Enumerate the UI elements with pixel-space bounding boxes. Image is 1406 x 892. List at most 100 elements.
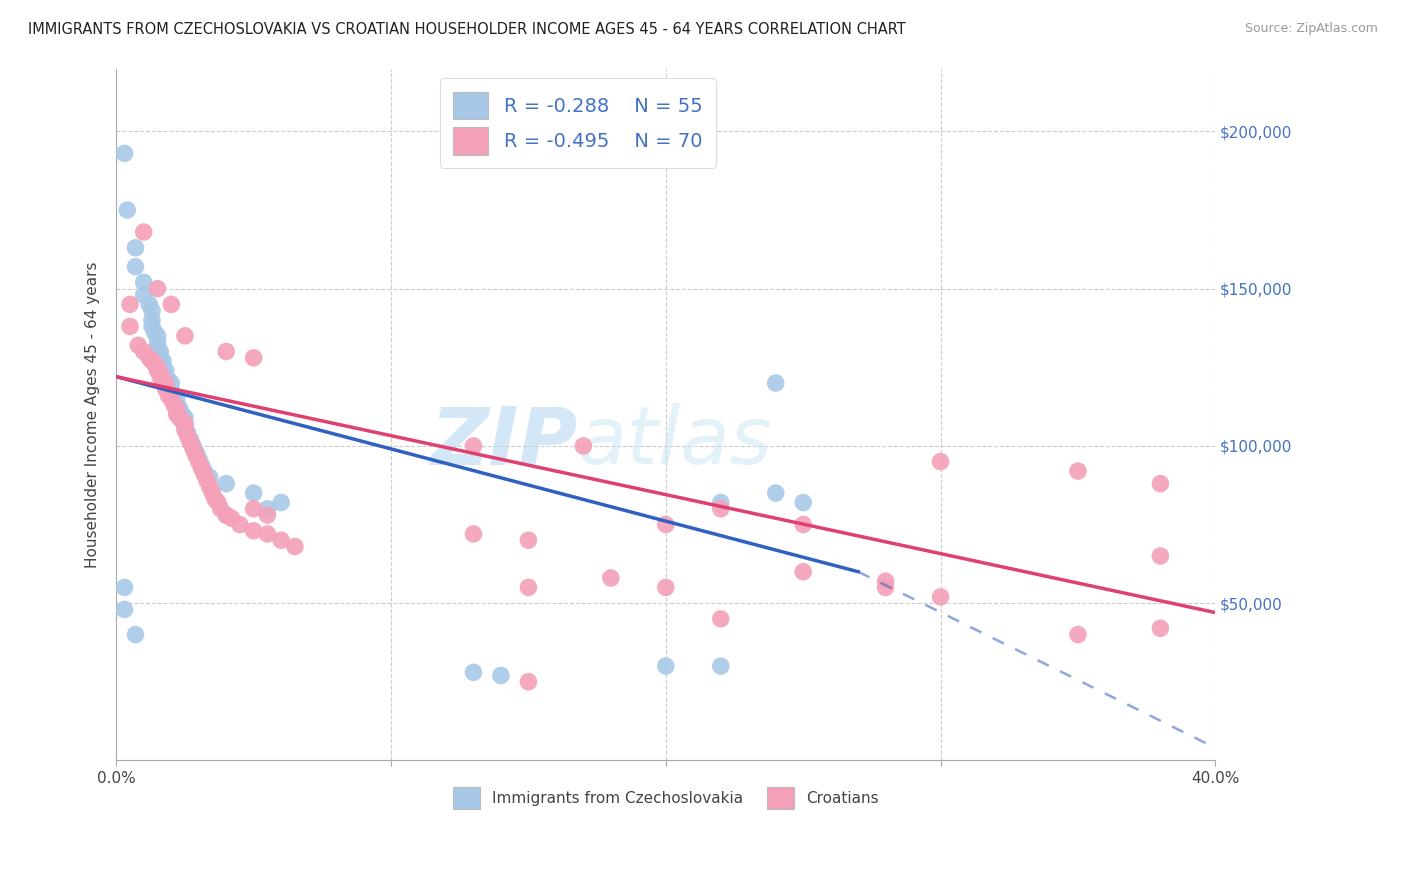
- Point: [655, 581, 678, 595]
- Point: [138, 351, 160, 365]
- Point: [209, 501, 232, 516]
- Point: [160, 376, 183, 390]
- Point: [221, 511, 243, 525]
- Point: [1067, 464, 1090, 478]
- Point: [1149, 621, 1171, 635]
- Point: [765, 486, 787, 500]
- Point: [242, 486, 264, 500]
- Point: [160, 392, 183, 406]
- Point: [146, 363, 169, 377]
- Point: [198, 470, 221, 484]
- Point: [132, 225, 155, 239]
- Point: [163, 398, 186, 412]
- Point: [157, 373, 180, 387]
- Point: [172, 414, 194, 428]
- Point: [141, 303, 163, 318]
- Y-axis label: Householder Income Ages 45 - 64 years: Householder Income Ages 45 - 64 years: [86, 261, 100, 567]
- Point: [146, 360, 169, 375]
- Point: [114, 581, 136, 595]
- Point: [792, 565, 814, 579]
- Point: [118, 297, 141, 311]
- Point: [146, 342, 169, 356]
- Point: [169, 401, 191, 416]
- Point: [256, 508, 278, 522]
- Point: [765, 376, 787, 390]
- Point: [152, 360, 174, 375]
- Point: [190, 458, 212, 472]
- Point: [177, 429, 200, 443]
- Point: [875, 574, 897, 588]
- Point: [242, 524, 264, 538]
- Point: [229, 517, 252, 532]
- Point: [204, 492, 226, 507]
- Point: [179, 433, 201, 447]
- Point: [117, 202, 139, 217]
- Point: [174, 417, 197, 431]
- Point: [187, 455, 209, 469]
- Point: [256, 501, 278, 516]
- Point: [181, 439, 204, 453]
- Point: [181, 442, 204, 456]
- Point: [193, 467, 215, 482]
- Point: [174, 410, 197, 425]
- Point: [124, 627, 146, 641]
- Point: [270, 533, 292, 548]
- Point: [155, 369, 177, 384]
- Point: [132, 344, 155, 359]
- Point: [201, 486, 224, 500]
- Point: [174, 417, 197, 431]
- Point: [118, 319, 141, 334]
- Point: [792, 495, 814, 509]
- Point: [489, 668, 512, 682]
- Point: [174, 420, 197, 434]
- Point: [195, 474, 218, 488]
- Point: [149, 344, 172, 359]
- Point: [710, 659, 733, 673]
- Point: [132, 288, 155, 302]
- Point: [143, 326, 166, 340]
- Point: [174, 328, 197, 343]
- Point: [149, 367, 172, 381]
- Point: [1067, 627, 1090, 641]
- Point: [198, 480, 221, 494]
- Point: [463, 665, 485, 680]
- Point: [166, 401, 188, 416]
- Point: [157, 388, 180, 402]
- Text: Source: ZipAtlas.com: Source: ZipAtlas.com: [1244, 22, 1378, 36]
- Point: [124, 260, 146, 274]
- Point: [599, 571, 621, 585]
- Point: [152, 354, 174, 368]
- Point: [463, 439, 485, 453]
- Point: [172, 408, 194, 422]
- Text: ZIP: ZIP: [430, 403, 578, 481]
- Point: [166, 392, 188, 406]
- Point: [184, 445, 207, 459]
- Point: [517, 674, 540, 689]
- Point: [179, 435, 201, 450]
- Point: [146, 335, 169, 350]
- Point: [146, 328, 169, 343]
- Point: [124, 241, 146, 255]
- Point: [215, 476, 238, 491]
- Point: [256, 527, 278, 541]
- Point: [242, 351, 264, 365]
- Text: atlas: atlas: [578, 403, 773, 481]
- Text: IMMIGRANTS FROM CZECHOSLOVAKIA VS CROATIAN HOUSEHOLDER INCOME AGES 45 - 64 YEARS: IMMIGRANTS FROM CZECHOSLOVAKIA VS CROATI…: [28, 22, 905, 37]
- Point: [132, 276, 155, 290]
- Point: [184, 448, 207, 462]
- Point: [166, 408, 188, 422]
- Legend: Immigrants from Czechoslovakia, Croatians: Immigrants from Czechoslovakia, Croatian…: [447, 781, 884, 815]
- Point: [138, 297, 160, 311]
- Point: [160, 382, 183, 396]
- Point: [242, 501, 264, 516]
- Point: [187, 451, 209, 466]
- Point: [141, 313, 163, 327]
- Point: [155, 376, 177, 390]
- Point: [127, 338, 149, 352]
- Point: [215, 508, 238, 522]
- Point: [160, 297, 183, 311]
- Point: [517, 533, 540, 548]
- Point: [655, 517, 678, 532]
- Point: [463, 527, 485, 541]
- Point: [929, 455, 952, 469]
